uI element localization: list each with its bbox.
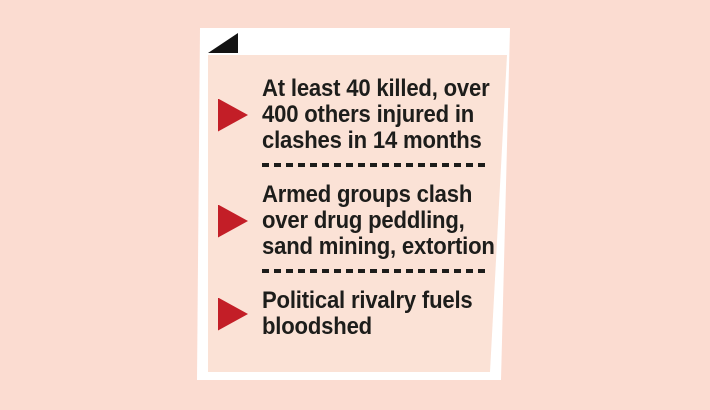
text-line: sand mining, extortion [262, 233, 495, 260]
list-item: Political rivalry fuels bloodshed [208, 288, 507, 340]
right-triangle-bullet-icon [218, 297, 248, 331]
dashed-divider [262, 269, 490, 273]
text-line: over drug peddling, [262, 207, 465, 234]
factbox-body: At least 40 killed, over 400 others inju… [208, 55, 507, 372]
text-line: clashes in 14 months [262, 127, 482, 154]
text-line: 400 others injured in [262, 101, 475, 128]
text-line: Armed groups clash [262, 181, 473, 208]
list-item: At least 40 killed, over 400 others inju… [208, 76, 507, 154]
text-line: bloodshed [262, 313, 372, 340]
list-item: Armed groups clash over drug peddling, s… [208, 182, 507, 260]
text-line: At least 40 killed, over [262, 75, 490, 102]
folded-corner-icon [208, 33, 238, 53]
text-line: Political rivalry fuels [262, 287, 473, 314]
list-item-text: Armed groups clash over drug peddling, s… [262, 182, 495, 260]
list-item-text: Political rivalry fuels bloodshed [262, 288, 473, 340]
dashed-divider [262, 163, 490, 167]
right-triangle-bullet-icon [218, 204, 248, 238]
right-triangle-bullet-icon [218, 98, 248, 132]
list-item-text: At least 40 killed, over 400 others inju… [262, 76, 490, 154]
factbox-card: At least 40 killed, over 400 others inju… [197, 28, 510, 380]
